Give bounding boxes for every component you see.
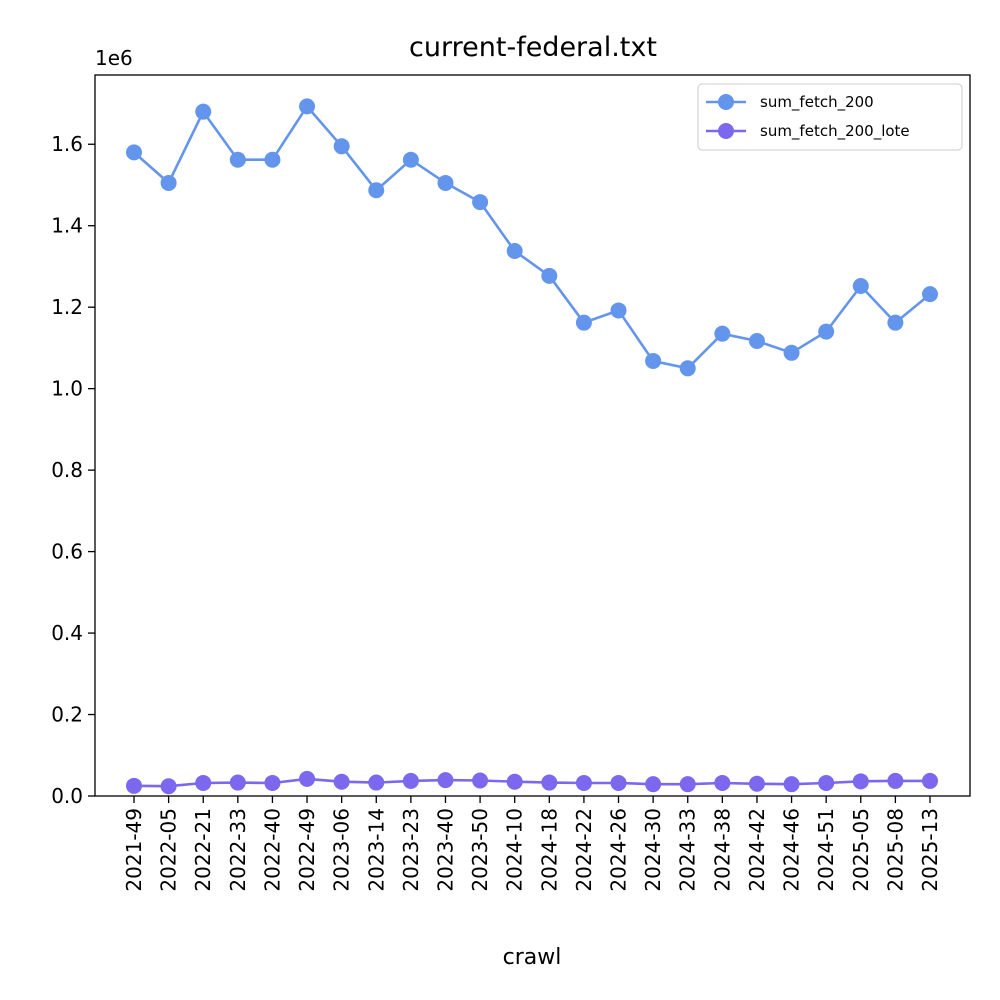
data-point-sum-fetch-200 xyxy=(679,360,696,377)
data-point-sum-fetch-200 xyxy=(472,194,489,211)
data-point-sum-fetch-200 xyxy=(126,144,142,161)
data-point-sum-fetch-200-lote xyxy=(645,776,662,793)
x-tick-label: 2025-13 xyxy=(918,808,942,892)
x-tick-label: 2024-30 xyxy=(641,808,665,892)
data-point-sum-fetch-200 xyxy=(541,267,558,284)
data-point-sum-fetch-200-lote xyxy=(472,772,489,789)
data-point-sum-fetch-200-lote xyxy=(368,774,385,791)
legend-marker-sum-fetch-200-lote xyxy=(718,123,734,139)
data-point-sum-fetch-200 xyxy=(437,174,454,191)
x-tick-label: 2023-06 xyxy=(330,808,354,892)
data-point-sum-fetch-200 xyxy=(160,174,177,191)
data-point-sum-fetch-200 xyxy=(299,98,316,115)
data-point-sum-fetch-200-lote xyxy=(748,775,765,792)
x-tick-label: 2023-23 xyxy=(399,808,423,892)
data-point-sum-fetch-200-lote xyxy=(160,778,177,795)
data-point-sum-fetch-200-lote xyxy=(264,774,281,791)
data-point-sum-fetch-200-lote xyxy=(679,776,696,793)
x-tick-label: 2024-22 xyxy=(572,808,596,892)
x-tick-label: 2022-49 xyxy=(295,808,319,892)
data-point-sum-fetch-200-lote xyxy=(541,774,558,791)
x-tick-label: 2022-21 xyxy=(191,808,215,892)
data-point-sum-fetch-200 xyxy=(818,323,835,340)
data-point-sum-fetch-200 xyxy=(333,138,350,155)
x-tick-label: 2022-05 xyxy=(157,808,181,892)
data-point-sum-fetch-200-lote xyxy=(229,774,246,791)
chart-title: current-federal.txt xyxy=(409,32,657,63)
data-point-sum-fetch-200-lote xyxy=(299,770,316,787)
y-tick-label: 1.2 xyxy=(51,295,83,319)
data-point-sum-fetch-200 xyxy=(610,302,627,319)
x-tick-label: 2022-40 xyxy=(260,808,284,892)
y-tick-label: 1.6 xyxy=(51,132,83,156)
plot-frame xyxy=(94,74,971,797)
x-tick-label: 2022-33 xyxy=(226,808,250,892)
data-point-sum-fetch-200-lote xyxy=(610,774,627,791)
x-tick-label: 2024-42 xyxy=(745,808,769,892)
y-tick-label: 1.4 xyxy=(51,214,83,238)
data-point-sum-fetch-200 xyxy=(506,242,523,259)
data-point-sum-fetch-200 xyxy=(748,332,765,349)
y-axis-ticks: 0.0 0.2 0.4 0.6 0.8 1.0 1.2 1.4 1.6 xyxy=(51,132,95,808)
data-point-sum-fetch-200-lote xyxy=(922,772,938,789)
y-tick-label: 1.0 xyxy=(51,377,83,401)
data-point-sum-fetch-200-lote xyxy=(333,773,350,790)
x-tick-label: 2023-40 xyxy=(433,808,457,892)
y-tick-label: 0.6 xyxy=(51,540,83,564)
data-point-sum-fetch-200 xyxy=(645,352,662,369)
legend-marker-sum-fetch-200 xyxy=(718,94,734,110)
x-tick-label: 2023-50 xyxy=(468,808,492,892)
data-point-sum-fetch-200-lote xyxy=(852,773,869,790)
x-tick-label: 2023-14 xyxy=(364,808,388,892)
x-tick-label: 2024-10 xyxy=(503,808,527,892)
x-tick-label: 2025-08 xyxy=(883,808,907,892)
x-tick-label: 2024-38 xyxy=(710,808,734,892)
x-tick-label: 2024-18 xyxy=(537,808,561,892)
data-point-sum-fetch-200 xyxy=(575,314,592,331)
legend-label-sum-fetch-200: sum_fetch_200 xyxy=(760,93,874,112)
data-point-sum-fetch-200-lote xyxy=(402,772,419,789)
x-tick-label: 2024-26 xyxy=(607,808,631,892)
x-tick-label: 2024-46 xyxy=(780,808,804,892)
x-tick-label: 2024-51 xyxy=(814,808,838,892)
y-tick-label: 0.2 xyxy=(51,703,83,727)
data-point-sum-fetch-200 xyxy=(887,314,904,331)
data-point-sum-fetch-200 xyxy=(714,325,731,342)
data-point-sum-fetch-200-lote xyxy=(437,772,454,789)
x-tick-label: 2021-49 xyxy=(122,808,146,892)
legend-label-sum-fetch-200-lote: sum_fetch_200_lote xyxy=(760,122,910,141)
legend-frame xyxy=(697,83,963,151)
data-point-sum-fetch-200-lote xyxy=(783,776,800,793)
data-point-sum-fetch-200 xyxy=(402,151,419,168)
x-axis-label: crawl xyxy=(503,945,562,970)
legend: sum_fetch_200 sum_fetch_200_lote xyxy=(697,83,963,151)
data-point-sum-fetch-200-lote xyxy=(887,772,904,789)
data-point-sum-fetch-200 xyxy=(852,278,869,295)
data-point-sum-fetch-200-lote xyxy=(818,774,835,791)
data-point-sum-fetch-200-lote xyxy=(714,774,731,791)
data-point-sum-fetch-200-lote xyxy=(126,777,142,794)
x-tick-label: 2024-33 xyxy=(676,808,700,892)
data-point-sum-fetch-200-lote xyxy=(195,774,212,791)
y-tick-label: 0.8 xyxy=(51,458,83,482)
x-tick-label: 2025-05 xyxy=(849,808,873,892)
data-point-sum-fetch-200 xyxy=(264,151,281,168)
data-point-sum-fetch-200 xyxy=(368,182,385,199)
data-point-sum-fetch-200-lote xyxy=(575,774,592,791)
series-layer xyxy=(126,98,938,795)
y-tick-label: 0.4 xyxy=(51,621,83,645)
data-point-sum-fetch-200 xyxy=(783,344,800,361)
data-point-sum-fetch-200 xyxy=(229,151,246,168)
x-axis-ticks: 2021-49 2022-05 2022-21 2022-33 2022-40 2022-… xyxy=(122,796,942,892)
data-point-sum-fetch-200 xyxy=(195,103,212,120)
data-point-sum-fetch-200 xyxy=(922,286,938,303)
data-point-sum-fetch-200-lote xyxy=(506,773,523,790)
y-offset-label: 1e6 xyxy=(95,46,133,70)
y-tick-label: 0.0 xyxy=(51,784,83,808)
